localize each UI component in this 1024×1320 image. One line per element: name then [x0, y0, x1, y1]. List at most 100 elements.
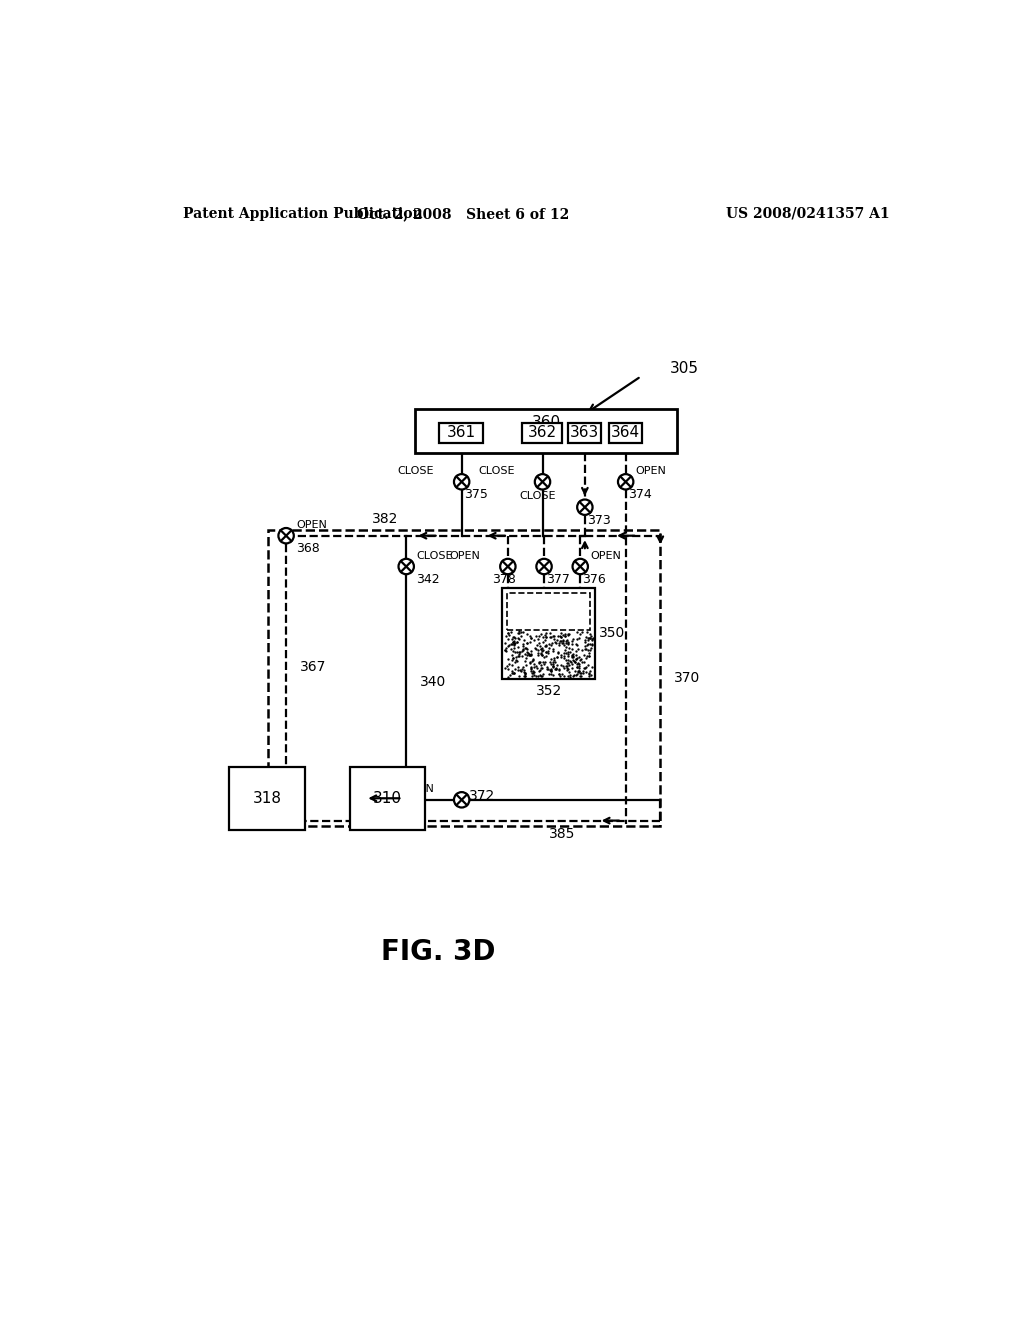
Bar: [507, 593, 590, 630]
Point: [582, 645, 598, 667]
Text: 367: 367: [300, 660, 327, 673]
Point: [549, 655, 565, 676]
Point: [553, 644, 569, 665]
Point: [522, 656, 539, 677]
Point: [556, 665, 572, 686]
Point: [567, 644, 584, 665]
Circle shape: [454, 474, 469, 490]
Point: [561, 638, 578, 659]
Point: [501, 623, 517, 644]
Point: [549, 645, 565, 667]
Point: [535, 631, 551, 652]
Point: [500, 636, 516, 657]
Point: [538, 635, 554, 656]
Point: [534, 643, 550, 664]
Point: [559, 631, 575, 652]
Point: [546, 656, 562, 677]
Point: [548, 657, 564, 678]
Text: 375: 375: [464, 488, 487, 502]
Point: [573, 665, 590, 686]
Point: [573, 652, 590, 673]
Point: [552, 631, 568, 652]
Point: [560, 661, 577, 682]
Point: [505, 631, 521, 652]
Point: [498, 640, 514, 661]
Circle shape: [454, 792, 469, 808]
Text: 368: 368: [296, 543, 319, 556]
Point: [581, 655, 597, 676]
Point: [553, 655, 569, 676]
Point: [583, 660, 599, 681]
Point: [541, 663, 557, 684]
Point: [534, 640, 550, 661]
Point: [515, 638, 531, 659]
Point: [558, 655, 574, 676]
Point: [579, 645, 595, 667]
Point: [578, 635, 594, 656]
Point: [543, 648, 559, 669]
Point: [507, 642, 523, 663]
Point: [522, 640, 539, 661]
Point: [582, 645, 598, 667]
Point: [534, 657, 550, 678]
Point: [553, 647, 569, 668]
Point: [581, 634, 597, 655]
Point: [517, 644, 534, 665]
Point: [517, 663, 534, 684]
Point: [524, 649, 541, 671]
Point: [580, 622, 596, 643]
Point: [543, 659, 559, 680]
Point: [581, 627, 597, 648]
Point: [565, 664, 582, 685]
Text: 310: 310: [373, 791, 402, 805]
Point: [570, 660, 587, 681]
Point: [517, 663, 534, 684]
Point: [523, 645, 540, 667]
Point: [512, 642, 528, 663]
Point: [560, 655, 577, 676]
Point: [530, 628, 547, 649]
Point: [572, 663, 589, 684]
Point: [510, 659, 526, 680]
Point: [571, 657, 588, 678]
Point: [581, 663, 597, 684]
Point: [538, 622, 554, 643]
Point: [558, 632, 574, 653]
Text: 362: 362: [528, 425, 557, 440]
Point: [517, 651, 534, 672]
Point: [534, 639, 550, 660]
Point: [551, 635, 567, 656]
Point: [547, 659, 563, 680]
Point: [582, 623, 598, 644]
Point: [510, 627, 526, 648]
Point: [509, 631, 525, 652]
Point: [555, 624, 571, 645]
Point: [567, 640, 584, 661]
Bar: [438, 422, 483, 442]
Point: [543, 664, 559, 685]
Point: [498, 640, 514, 661]
Point: [570, 639, 587, 660]
Point: [516, 660, 532, 681]
Point: [584, 628, 600, 649]
Point: [504, 663, 520, 684]
Point: [560, 644, 577, 665]
Text: 360: 360: [531, 414, 561, 430]
Point: [561, 665, 578, 686]
Text: US 2008/0241357 A1: US 2008/0241357 A1: [726, 207, 890, 220]
Point: [531, 626, 548, 647]
Point: [499, 656, 515, 677]
Point: [544, 632, 560, 653]
Point: [532, 665, 549, 686]
Point: [539, 659, 555, 680]
Point: [518, 638, 535, 659]
Point: [524, 663, 541, 684]
Point: [526, 653, 543, 675]
Point: [543, 661, 559, 682]
Point: [531, 652, 548, 673]
Point: [566, 660, 583, 681]
Point: [532, 623, 549, 644]
Text: 340: 340: [420, 675, 446, 689]
Point: [508, 647, 524, 668]
Point: [506, 634, 522, 655]
